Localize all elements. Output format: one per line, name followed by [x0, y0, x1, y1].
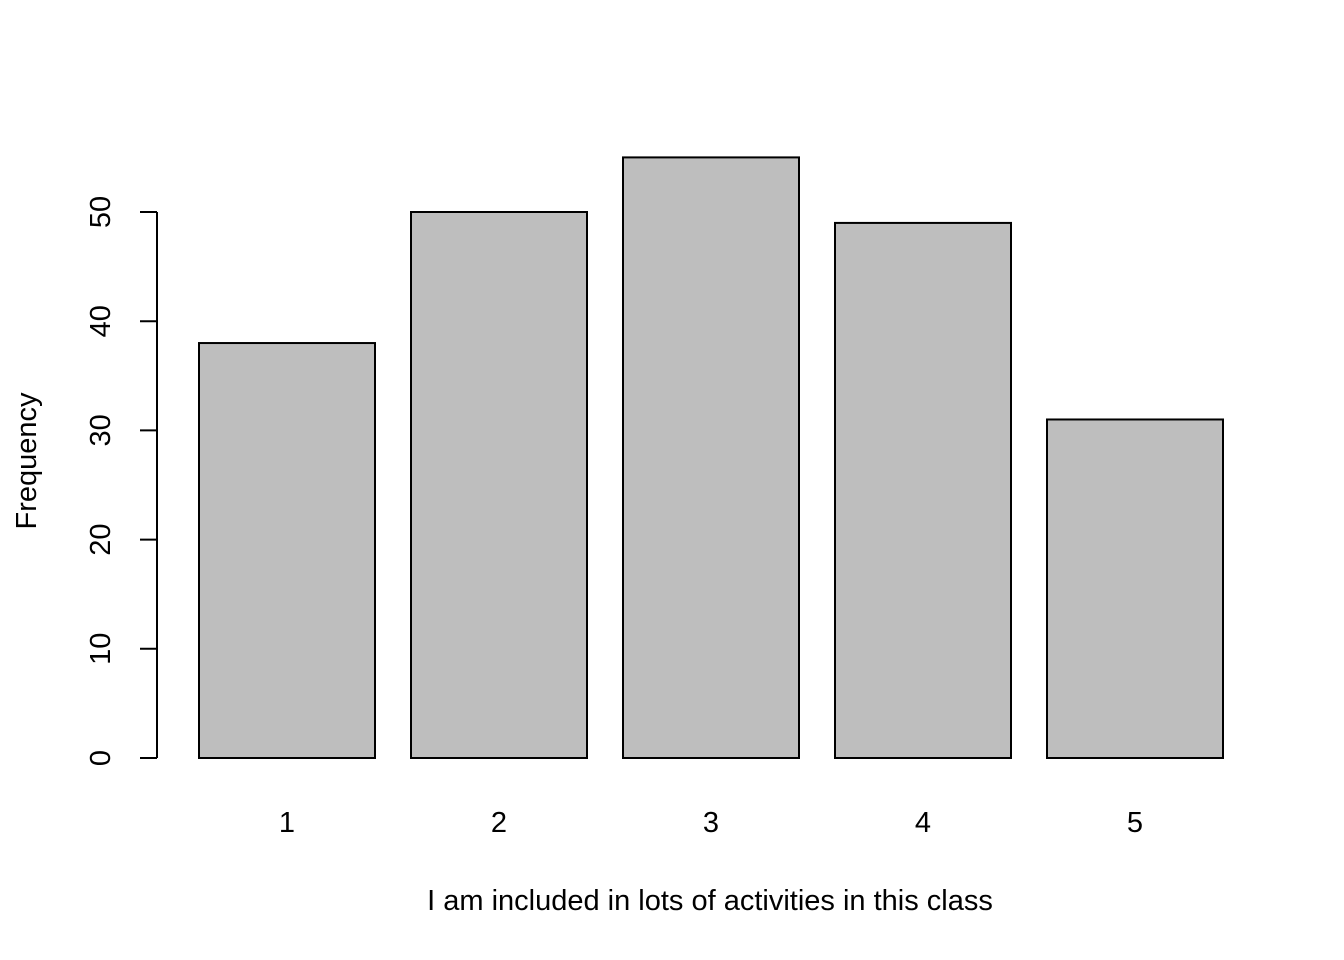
x-tick-label-3: 3 [703, 807, 719, 839]
bar-1 [198, 342, 376, 759]
y-tick-label-0: 0 [85, 750, 117, 766]
bar-3 [622, 156, 800, 759]
x-tick-label-1: 1 [279, 807, 295, 839]
y-tick-label-10: 10 [85, 633, 117, 665]
bar-5 [1046, 418, 1224, 759]
y-tick-label-40: 40 [85, 305, 117, 337]
bar-2 [410, 211, 588, 759]
x-axis-title: I am included in lots of activities in t… [427, 885, 993, 917]
y-tick-label-50: 50 [85, 196, 117, 228]
x-tick-label-4: 4 [915, 807, 931, 839]
x-tick-label-2: 2 [491, 807, 507, 839]
bars-layer [198, 156, 1224, 760]
y-axis: 0 10 20 30 40 50 [85, 196, 158, 766]
y-tick-label-30: 30 [85, 414, 117, 446]
y-axis-title: Frequency [11, 392, 43, 530]
bar-4 [834, 221, 1012, 760]
x-tick-labels: 1 2 3 4 5 [279, 807, 1143, 839]
x-tick-label-5: 5 [1127, 807, 1143, 839]
y-tick-label-20: 20 [85, 523, 117, 555]
